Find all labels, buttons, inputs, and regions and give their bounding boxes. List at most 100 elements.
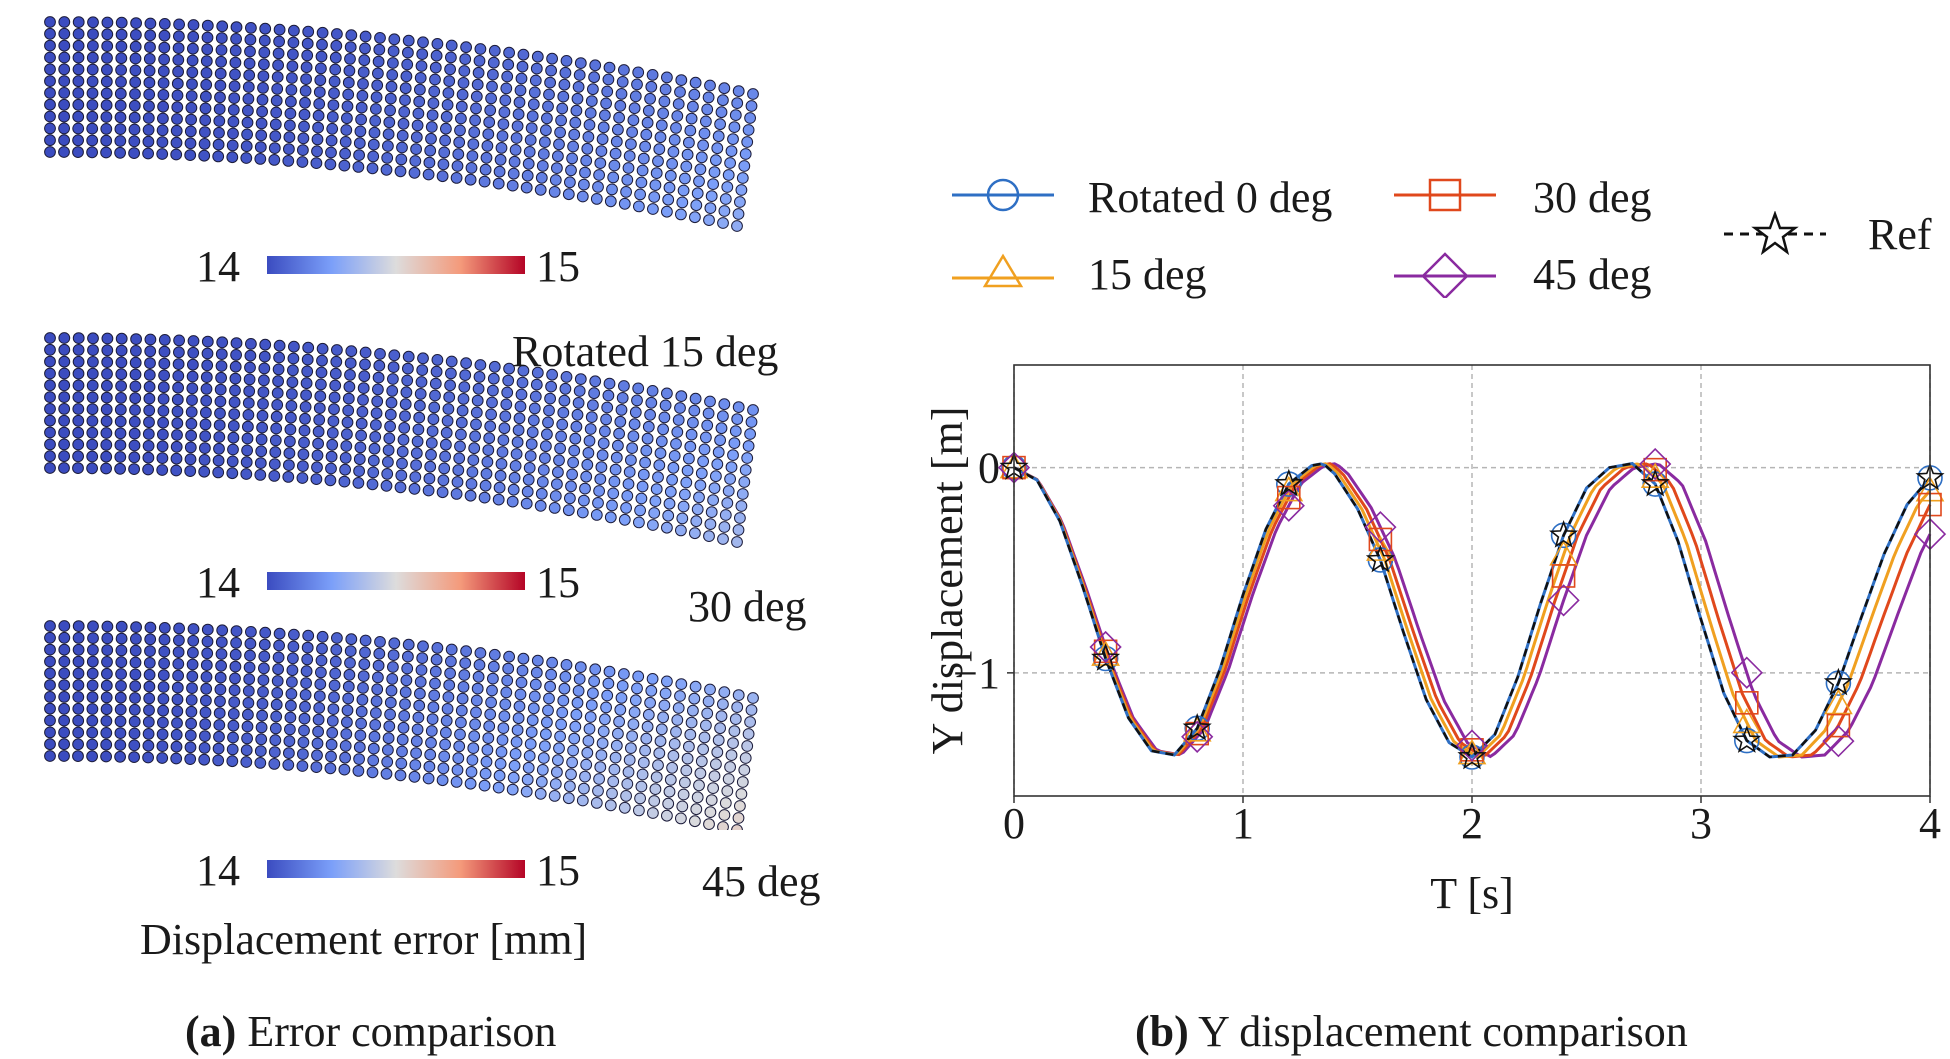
beam-node bbox=[186, 66, 199, 79]
beam-node bbox=[372, 659, 385, 672]
beam-node bbox=[273, 339, 286, 352]
beam-node bbox=[58, 620, 71, 632]
beam-node bbox=[329, 655, 342, 668]
beam-node bbox=[100, 87, 113, 100]
beam-node bbox=[710, 470, 722, 483]
beam-node bbox=[594, 761, 607, 773]
beam-node bbox=[128, 439, 141, 452]
beam-node bbox=[745, 100, 758, 112]
beam-node bbox=[271, 675, 284, 687]
beam-node bbox=[535, 171, 548, 184]
beam-node bbox=[495, 458, 508, 470]
beam-node bbox=[417, 640, 429, 653]
beam-node bbox=[572, 397, 585, 409]
beam-node bbox=[359, 634, 372, 647]
beam-node bbox=[114, 146, 126, 159]
beam-node bbox=[501, 70, 514, 83]
beam-node bbox=[702, 407, 715, 420]
beam-node bbox=[328, 75, 341, 88]
beam-node bbox=[416, 48, 429, 60]
beam-node bbox=[369, 115, 382, 127]
beam-node bbox=[416, 364, 429, 377]
beam-node bbox=[128, 135, 141, 148]
beam-node bbox=[213, 103, 226, 115]
beam-node bbox=[72, 438, 85, 451]
beam-node bbox=[464, 777, 477, 790]
beam-node bbox=[469, 718, 482, 731]
beam-node bbox=[186, 78, 198, 90]
beam-node bbox=[621, 490, 634, 502]
beam-node bbox=[648, 795, 661, 807]
beam-node bbox=[450, 488, 463, 500]
beam-node bbox=[627, 114, 640, 127]
beam-node bbox=[522, 473, 535, 486]
beam-node bbox=[340, 440, 353, 452]
beam-node bbox=[359, 346, 372, 359]
beam-node bbox=[710, 154, 722, 167]
beam-node bbox=[171, 681, 184, 694]
beam-node bbox=[414, 83, 426, 96]
beam-node bbox=[662, 509, 675, 522]
beam-node bbox=[487, 372, 500, 385]
beam-node bbox=[467, 138, 480, 151]
beam-node bbox=[184, 137, 197, 150]
beam-node bbox=[601, 85, 614, 98]
beam-node bbox=[255, 117, 268, 130]
beam-node bbox=[353, 137, 366, 150]
beam-node bbox=[72, 450, 84, 463]
beam-node bbox=[520, 497, 533, 510]
beam-node bbox=[312, 109, 325, 122]
beam-node bbox=[402, 46, 414, 59]
beam-node bbox=[200, 55, 213, 67]
beam-node bbox=[87, 28, 99, 40]
beam-node bbox=[324, 158, 337, 171]
beam-node bbox=[496, 734, 509, 746]
x-tick-label: 4 bbox=[1919, 799, 1941, 848]
beam-node bbox=[338, 475, 351, 488]
beam-node bbox=[342, 76, 355, 89]
beam-node bbox=[283, 747, 295, 759]
beam-node bbox=[640, 128, 653, 141]
beam-node bbox=[568, 128, 581, 141]
beam-node bbox=[509, 144, 522, 156]
beam-node bbox=[87, 16, 99, 29]
beam-node bbox=[341, 416, 354, 429]
beam-node bbox=[703, 530, 715, 542]
beam-node bbox=[464, 173, 477, 186]
beam-node bbox=[718, 398, 731, 411]
beam-node bbox=[647, 807, 659, 819]
beam-node bbox=[226, 151, 239, 164]
beam-node bbox=[592, 497, 604, 509]
beam-node bbox=[367, 742, 380, 755]
beam-node bbox=[311, 133, 324, 146]
beam-node bbox=[649, 783, 662, 795]
beam-node bbox=[569, 432, 582, 445]
beam-node bbox=[430, 49, 443, 62]
beam-node bbox=[272, 363, 285, 376]
beam-node bbox=[727, 449, 739, 462]
beam-node bbox=[663, 497, 676, 510]
beam-node bbox=[437, 474, 450, 487]
beam-node bbox=[58, 403, 71, 415]
beam-node bbox=[615, 88, 628, 100]
beam-node bbox=[629, 90, 642, 103]
beam-node bbox=[298, 424, 311, 437]
beam-node bbox=[158, 369, 171, 382]
beam-node bbox=[580, 758, 593, 771]
beam-node bbox=[458, 65, 471, 77]
beam-node bbox=[501, 386, 514, 399]
beam-node bbox=[310, 473, 323, 486]
beam-node bbox=[399, 398, 412, 411]
beam-node bbox=[565, 480, 577, 493]
colorbar-2 bbox=[267, 572, 525, 590]
beam-node bbox=[58, 63, 71, 76]
beam-node bbox=[694, 767, 707, 780]
beam-node bbox=[101, 667, 113, 680]
beam-node bbox=[558, 394, 571, 407]
beam-node bbox=[620, 502, 632, 514]
beam-node bbox=[215, 636, 228, 648]
series-marker bbox=[1640, 468, 1670, 497]
beam-node bbox=[739, 148, 752, 160]
beam-node bbox=[72, 379, 85, 392]
beam-node bbox=[652, 155, 664, 168]
